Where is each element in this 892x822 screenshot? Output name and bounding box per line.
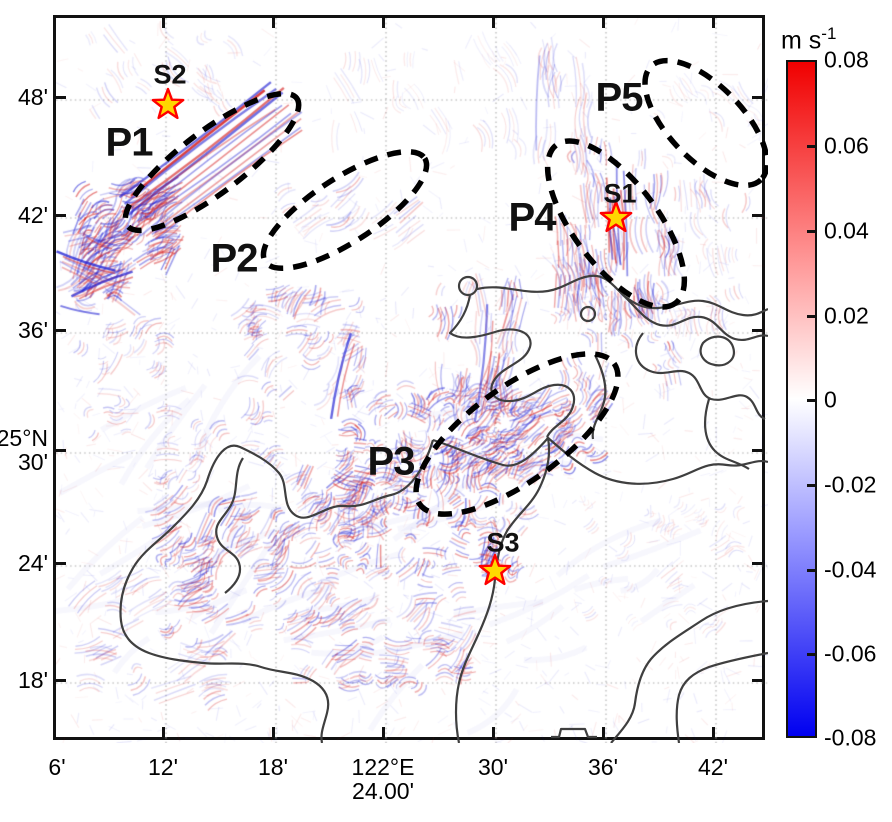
coastline-contour [448,294,576,438]
x-tick-mark [712,18,715,28]
station-label-s1: S1 [603,178,637,209]
station-star-s1 [599,200,633,233]
colorbar-tick-label: -0.08 [824,724,877,751]
x-tick-label: 6' [48,754,66,780]
y-tick-label: 48' [18,84,48,110]
x-tick-mark [272,18,275,28]
colorbar-unit-base: m s [781,26,822,55]
coastline-contour [476,274,768,341]
coastline-contour [119,439,435,743]
coastline-islet [579,305,597,323]
x-tick-label: 122°E 24.00' [351,754,415,804]
wave-packet-ellipse-p2 [260,148,430,272]
colorbar-tick-mark [807,484,815,487]
colorbar-tick-mark [807,653,815,656]
map-overlay [119,57,768,743]
colorbar-tick-label: -0.04 [824,556,877,583]
colorbar-tick-mark [807,145,815,148]
x-tick-label: 36' [588,754,618,780]
coastline-contour [591,354,607,440]
colorbar-tick-label: 0.08 [824,46,869,73]
colorbar-unit-label: m s-1 [781,24,836,55]
map-plot: P1 P2 P3 P4 P5 S1 S2 S3 [53,15,768,743]
region-label-p3: P3 [367,439,416,484]
y-tick-label: 36' [18,317,48,343]
y-tick-mark [752,679,762,682]
coastline-islet [457,275,479,297]
colorbar-tick-mark [807,399,815,402]
velocity-field-canvas [56,18,768,743]
y-tick-mark [752,329,762,332]
colorbar-tick-label: -0.02 [824,471,877,498]
x-tick-label: 12' [148,754,178,780]
coastline-contour [699,335,735,367]
x-tick-mark [602,727,605,737]
colorbar-tick-mark [807,315,815,318]
colorbar-tick-label: 0 [824,386,837,413]
station-star-s3 [478,553,512,586]
coastline-contour [432,437,549,467]
x-tick-mark [492,727,495,737]
coastline-contour [622,294,768,317]
y-tick-label: 25°N 30' [0,425,48,475]
x-tick-mark [272,727,275,737]
region-label-p1: P1 [105,120,154,165]
x-tick-label: 30' [478,754,508,780]
coastline-contour [675,651,768,743]
region-label-p5: P5 [595,75,644,120]
station-label-s3: S3 [486,527,520,558]
x-tick-mark [712,727,715,737]
y-tick-mark [56,329,66,332]
y-tick-mark [752,214,762,217]
colorbar-unit-exponent: -1 [821,24,837,43]
x-tick-mark [162,727,165,737]
y-tick-mark [752,562,762,565]
region-label-p4: P4 [508,195,557,240]
coastline-contour [610,599,768,743]
colorbar-tick-label: 0.06 [824,132,869,159]
station-label-s2: S2 [153,59,187,90]
colorbar-tick-label: 0.04 [824,217,869,244]
x-tick-label: 42' [698,754,728,780]
y-tick-mark [56,214,66,217]
wave-packet-ellipse-p1 [122,90,302,234]
y-tick-mark [752,449,762,452]
x-tick-mark [492,18,495,28]
colorbar-tick-mark [807,230,815,233]
x-tick-mark [382,727,385,737]
colorbar-tick-label: -0.06 [824,640,877,667]
coastline-contour [634,332,766,421]
x-tick-mark [162,18,165,28]
x-tick-label: 18' [258,754,288,780]
region-label-p2: P2 [210,236,259,281]
x-tick-mark [382,18,385,28]
colorbar-tick-label: 0.02 [824,302,869,329]
y-tick-mark [56,679,66,682]
wave-packet-ellipse-p3 [413,351,621,517]
y-tick-mark [752,96,762,99]
coastline-contour [703,398,750,470]
y-tick-label: 42' [18,202,48,228]
colorbar-tick-mark [807,569,815,572]
y-tick-label: 18' [18,667,48,693]
coastline-contour [546,436,768,485]
y-tick-mark [56,449,66,452]
wave-packet-ellipse-p4 [544,138,688,310]
wave-packet-ellipse-p5 [642,57,768,189]
y-tick-label: 24' [18,550,48,576]
coastline-contour [454,437,551,743]
y-tick-mark [56,96,66,99]
x-tick-mark [602,18,605,28]
y-tick-mark [56,562,66,565]
station-star-s2 [151,87,185,120]
coastline-contour [215,457,244,594]
coastline-contour [551,727,597,739]
